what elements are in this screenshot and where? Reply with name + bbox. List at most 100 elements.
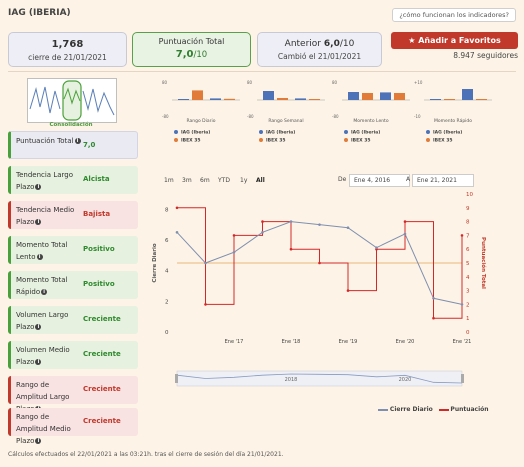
mini-chart: 80 -80 Momento Lento IAG (Iberia) IBEX 35 [330, 78, 412, 152]
mini-chart-legend-item: IAG (Iberia) [426, 130, 462, 136]
score-point [432, 316, 435, 320]
from-date-input[interactable]: Ene 4, 2016 [349, 174, 410, 187]
star-icon: ★ [408, 36, 416, 45]
indicator-card[interactable]: Puntuación Total i 7,0 [8, 131, 138, 159]
range-button-6m[interactable]: 6m [200, 177, 210, 184]
mini-chart-bar [178, 99, 189, 100]
indicator-name-text: Rango de Amplitud Medio Plazo [16, 413, 71, 445]
navigator-right-handle[interactable] [461, 374, 464, 383]
pattern-thumbnail-graphic [29, 80, 115, 121]
mini-chart-bar [263, 91, 274, 100]
indicator-value: Creciente [83, 350, 121, 358]
range-button-3m[interactable]: 3m [182, 177, 192, 184]
indicator-card[interactable]: Volumen Medio Plazo i Creciente [8, 341, 138, 369]
mini-chart-legend-text: IAG (Iberia) [181, 130, 211, 136]
legend-price[interactable]: Cierre Diario [389, 406, 433, 413]
mini-chart-legend-text: IAG (Iberia) [433, 130, 463, 136]
score-point [175, 206, 179, 210]
mini-chart-tick: 80 [247, 80, 253, 85]
add-favorites-button[interactable]: ★ Añadir a Favoritos [391, 32, 518, 49]
main-chart[interactable]: 0 2 4 6 8 0 1 2 3 4 5 6 7 8 9 10 Cierre Diario Puntuación… [140, 186, 500, 396]
indicator-card[interactable]: Momento Total Lento i Positivo [8, 236, 138, 264]
x-axis-tick: Ene '21 [453, 339, 472, 345]
price-point [232, 250, 236, 254]
indicator-name: Tendencia Largo Plazo i [16, 169, 82, 193]
indicator-value: Positivo [83, 280, 115, 288]
info-icon[interactable]: i [35, 324, 42, 330]
price-point [375, 246, 378, 249]
score-point [403, 220, 407, 223]
mini-chart: 80 -80 Rango Diario IAG (Iberia) IBEX 35 [160, 78, 242, 152]
mini-chart-tick: -80 [332, 114, 339, 119]
legend-score[interactable]: Puntuación [450, 406, 489, 413]
to-label: A [406, 176, 411, 183]
indicator-card[interactable]: Tendencia Medio Plazo i Bajista [8, 201, 138, 229]
indicator-card[interactable]: Volumen Largo Plazo i Creciente [8, 306, 138, 334]
mini-chart-legend-item: IBEX 35 [259, 138, 285, 144]
mini-chart-legend-text: IBEX 35 [351, 138, 371, 144]
mini-chart-bar [380, 92, 391, 100]
mini-chart-legend-item: IBEX 35 [174, 138, 200, 144]
mini-chart-bar [462, 89, 473, 100]
price-point [289, 220, 293, 223]
indicator-name-text: Tendencia Medio Plazo [16, 206, 75, 226]
info-icon[interactable]: i [41, 289, 48, 295]
range-button-1y[interactable]: 1y [240, 177, 248, 184]
mini-chart-plot: 80 -80 [247, 80, 325, 119]
range-button-all[interactable]: All [256, 177, 265, 184]
to-date-input[interactable]: Ene 21, 2021 [412, 174, 474, 187]
range-button-ytd[interactable]: YTD [218, 177, 230, 184]
pattern-thumbnail[interactable] [27, 78, 117, 123]
price-point [346, 226, 350, 230]
right-axis-tick: 9 [466, 206, 470, 212]
legend-dot-icon [174, 130, 178, 134]
price-point [403, 232, 407, 236]
price-point [432, 296, 435, 300]
left-axis-label: Cierre Diario [152, 243, 158, 282]
indicator-name: Tendencia Medio Plazo i [16, 204, 82, 228]
indicator-card[interactable]: Tendencia Largo Plazo i Alcista [8, 166, 138, 194]
help-link[interactable]: ¿cómo funcionan los indicadores? [392, 8, 516, 22]
pattern-label: Consolidación [49, 122, 93, 128]
info-icon[interactable]: i [36, 254, 43, 260]
score-value: 7,0 [175, 49, 194, 60]
indicator-name-text: Volumen Medio Plazo [16, 346, 70, 366]
followers-count: 8.947 seguidores [453, 51, 518, 60]
mini-chart-bar [192, 90, 203, 100]
right-axis-tick: 8 [466, 220, 470, 226]
info-icon[interactable]: i [35, 359, 42, 365]
range-button-1m[interactable]: 1m [164, 177, 174, 184]
indicator-card[interactable]: Momento Total Rápido i Positivo [8, 271, 138, 299]
indicator-value: Bajista [83, 210, 111, 218]
navigator-tick: 2020 [399, 377, 412, 383]
indicator-name-text: Momento Total Lento [16, 241, 68, 261]
price-point [261, 231, 264, 234]
info-icon[interactable]: i [35, 184, 42, 190]
indicator-name: Momento Total Lento i [16, 239, 82, 263]
info-icon[interactable]: i [74, 138, 81, 144]
mini-chart-bar [362, 93, 373, 100]
left-axis-tick: 8 [165, 207, 169, 213]
price-point [204, 261, 207, 265]
x-axis-tick: Ene '20 [396, 339, 415, 345]
left-axis-tick: 6 [165, 238, 169, 244]
indicator-name: Volumen Medio Plazo i [16, 344, 82, 368]
info-icon[interactable]: i [35, 219, 42, 225]
x-axis-tick: Ene '17 [225, 339, 244, 345]
navigator-series [176, 373, 463, 384]
mini-chart-tick: -80 [247, 114, 254, 119]
previous-label: Anterior [284, 39, 322, 49]
previous-denom: /10 [339, 39, 355, 49]
indicator-card[interactable]: Rango de Amplitud Medio Plazo i Creciente [8, 408, 138, 445]
navigator-left-handle[interactable] [175, 374, 178, 383]
mini-chart-tick: -10 [414, 114, 421, 119]
score-denom: /10 [193, 50, 208, 60]
right-axis-tick: 7 [466, 233, 470, 239]
right-axis-tick: 6 [466, 247, 470, 253]
right-axis-tick: 10 [466, 192, 473, 198]
info-icon[interactable]: i [35, 438, 42, 444]
mini-chart-bar [295, 98, 306, 100]
price-card: 1,768 cierre de 21/01/2021 [8, 32, 127, 67]
score-point [232, 234, 236, 237]
